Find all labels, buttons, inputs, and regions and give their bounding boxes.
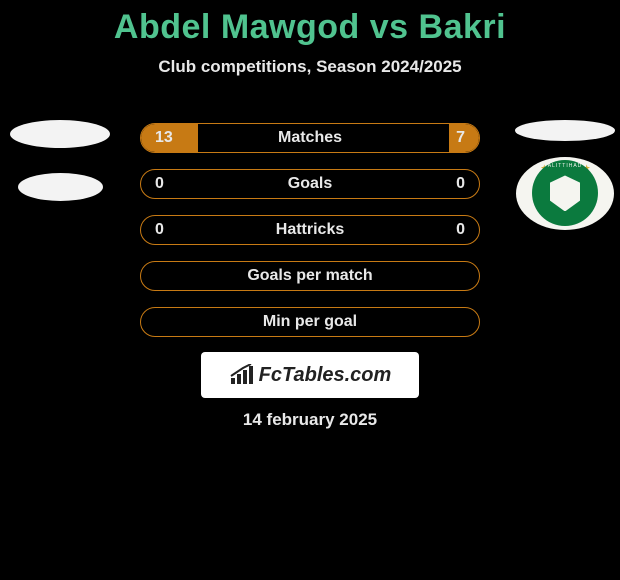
stat-label: Hattricks [276,221,344,239]
brand-text: FcTables.com [259,364,392,387]
date-text: 14 february 2025 [243,410,377,430]
stat-label: Matches [278,129,342,147]
chart-icon [229,364,255,386]
page-subtitle: Club competitions, Season 2024/2025 [0,57,620,77]
stat-label: Goals [288,175,332,193]
right-player-badge: ★★★★★★★ ALITTIHAD [510,120,620,230]
stats-container: 13 Matches 7 0 Goals 0 0 Hattricks 0 Goals per ma… [140,123,480,353]
stat-left-value: 0 [155,221,164,239]
stat-row: 13 Matches 7 [140,123,480,153]
placeholder-ellipse [515,120,615,141]
left-player-badge [5,120,115,230]
stat-label: Goals per match [247,267,372,285]
club-logo: ★★★★★★★ ALITTIHAD [516,157,614,230]
placeholder-ellipse [18,173,103,201]
stat-right-value: 0 [456,221,465,239]
club-logo-text: ALITTIHAD [548,163,583,169]
stat-left-value: 0 [155,175,164,193]
stat-left-value: 13 [155,129,173,147]
brand-logo: FcTables.com [201,352,419,398]
club-logo-inner: ALITTIHAD [532,160,598,226]
page-title: Abdel Mawgod vs Bakri [0,0,620,47]
stat-right-value: 7 [456,129,465,147]
shield-icon [550,175,580,211]
stat-label: Min per goal [263,313,357,331]
stat-row: 0 Goals 0 [140,169,480,199]
stat-right-value: 0 [456,175,465,193]
stat-row: Min per goal [140,307,480,337]
stat-row: 0 Hattricks 0 [140,215,480,245]
stat-row: Goals per match [140,261,480,291]
placeholder-ellipse [10,120,110,148]
